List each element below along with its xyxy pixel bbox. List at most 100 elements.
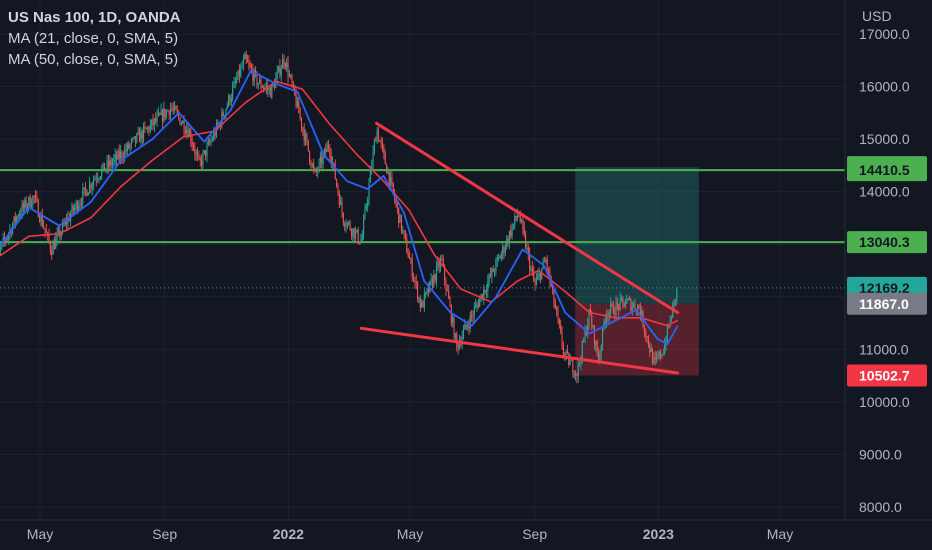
candle-body — [422, 301, 424, 308]
candle-body — [510, 231, 512, 237]
candle-body — [433, 274, 435, 287]
candle-body — [512, 223, 515, 227]
candle-body — [117, 151, 119, 160]
candle-body — [360, 240, 362, 244]
candle-body — [155, 118, 157, 122]
indicator-ma21-label[interactable]: MA (21, close, 0, SMA, 5) — [8, 30, 179, 47]
candle-body — [188, 130, 191, 137]
candle-body — [345, 226, 347, 228]
candle-body — [273, 84, 276, 88]
candle-body — [147, 127, 149, 129]
candle-body — [676, 288, 678, 301]
candle-body — [647, 336, 650, 346]
candle-body — [21, 204, 23, 215]
candle-body — [514, 215, 516, 224]
candle-body — [507, 238, 509, 244]
candle-body — [263, 87, 265, 89]
candle-body — [564, 354, 566, 356]
candle-body — [225, 108, 227, 116]
price-badge-layer: 14465.814410.513040.312169.211867.010502… — [847, 156, 927, 387]
candle-body — [549, 269, 551, 282]
candle-body — [531, 268, 533, 272]
candle-body — [133, 136, 135, 139]
candle-body — [634, 303, 636, 310]
chart-title[interactable]: US Nas 100, 1D, OANDA — [8, 9, 181, 26]
candle-body — [637, 305, 639, 312]
candle-body — [201, 160, 203, 165]
candle-body — [349, 222, 351, 230]
candle-body — [267, 86, 269, 90]
candle-body — [94, 178, 96, 181]
candle-body — [575, 373, 577, 376]
candle-body — [499, 257, 501, 259]
candle-body — [442, 259, 444, 266]
candle-body — [192, 145, 195, 149]
candle-body — [492, 268, 494, 272]
candle-body — [489, 274, 492, 277]
trendline-1 — [359, 326, 680, 375]
candle-body — [413, 277, 415, 280]
candle-body — [673, 299, 675, 305]
candle-body — [511, 226, 513, 237]
trendline-layer — [359, 121, 680, 375]
candle-body — [313, 164, 315, 169]
candle-body — [171, 108, 173, 110]
candle-body — [533, 271, 535, 281]
candle-body — [82, 189, 84, 204]
candle-body — [588, 309, 590, 325]
candle-body — [525, 234, 527, 249]
candle-body — [198, 155, 200, 159]
y-tick-label: 17000.0 — [859, 26, 910, 42]
candle-body — [526, 247, 528, 249]
candle-body — [353, 228, 355, 238]
candle-body — [282, 59, 284, 69]
candle-body — [187, 129, 189, 137]
candle-body — [521, 220, 523, 222]
candle-body — [373, 140, 375, 152]
candle-body — [182, 121, 184, 124]
candle-body — [611, 303, 613, 305]
candle-body — [213, 132, 215, 140]
candle-body — [36, 196, 38, 201]
candle-body — [157, 113, 159, 116]
candle-body — [427, 288, 429, 293]
candle-body — [593, 325, 596, 346]
chart-legend: US Nas 100, 1D, OANDA MA (21, close, 0, … — [8, 7, 181, 70]
candle-body — [75, 202, 77, 208]
candle-body — [137, 131, 139, 134]
candle-body — [111, 162, 114, 166]
candle-body — [368, 182, 370, 200]
candle-body — [269, 88, 272, 98]
candle-body — [55, 238, 57, 249]
candle-body — [143, 126, 145, 140]
candle-body — [622, 297, 624, 302]
candle-body — [321, 156, 323, 164]
candle-body — [672, 304, 674, 319]
candle-body — [585, 330, 587, 335]
candle-body — [467, 326, 469, 328]
candle-body — [579, 362, 581, 365]
candle-body — [296, 100, 299, 107]
candle-body — [530, 268, 532, 270]
candle-body — [643, 326, 645, 332]
candle-body — [60, 232, 62, 238]
price-badge-label: 14410.5 — [859, 162, 910, 178]
candle-body — [271, 85, 273, 98]
candle-body — [369, 169, 371, 183]
candle-body — [450, 305, 452, 324]
candle-body — [419, 297, 421, 308]
candle-body — [449, 298, 451, 306]
candle-body — [506, 238, 508, 248]
indicator-ma50-label[interactable]: MA (50, close, 0, SMA, 5) — [8, 51, 179, 68]
candle-body — [354, 231, 357, 238]
candle-body — [176, 110, 178, 113]
candle-body — [310, 161, 312, 167]
candle-body — [616, 302, 618, 305]
candle-body — [32, 196, 34, 206]
candle-body — [106, 160, 108, 169]
price-badge-bg — [847, 231, 927, 254]
candle-body — [639, 308, 641, 317]
candle-body — [161, 110, 164, 122]
time-axis: May Sep 2022 May Sep 2023 May — [27, 526, 793, 542]
